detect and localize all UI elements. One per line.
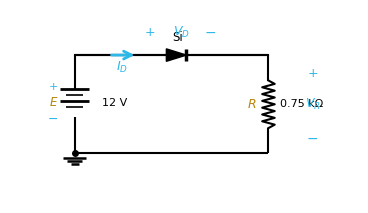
Polygon shape — [166, 49, 187, 61]
Text: −: − — [307, 132, 318, 146]
Text: $V_R$: $V_R$ — [305, 97, 321, 112]
Text: 0.75 kΩ: 0.75 kΩ — [280, 99, 323, 109]
Text: 12 V: 12 V — [102, 98, 127, 108]
Text: +: + — [49, 82, 58, 92]
Text: −: − — [48, 113, 59, 126]
Text: +: + — [145, 26, 155, 39]
Text: Si: Si — [172, 32, 183, 45]
Text: +: + — [307, 67, 318, 80]
Text: $R$: $R$ — [247, 98, 256, 111]
Text: $I_D$: $I_D$ — [116, 60, 128, 75]
Text: −: − — [204, 26, 216, 40]
Text: $V_D$: $V_D$ — [173, 25, 190, 40]
Text: $E$: $E$ — [49, 96, 59, 109]
